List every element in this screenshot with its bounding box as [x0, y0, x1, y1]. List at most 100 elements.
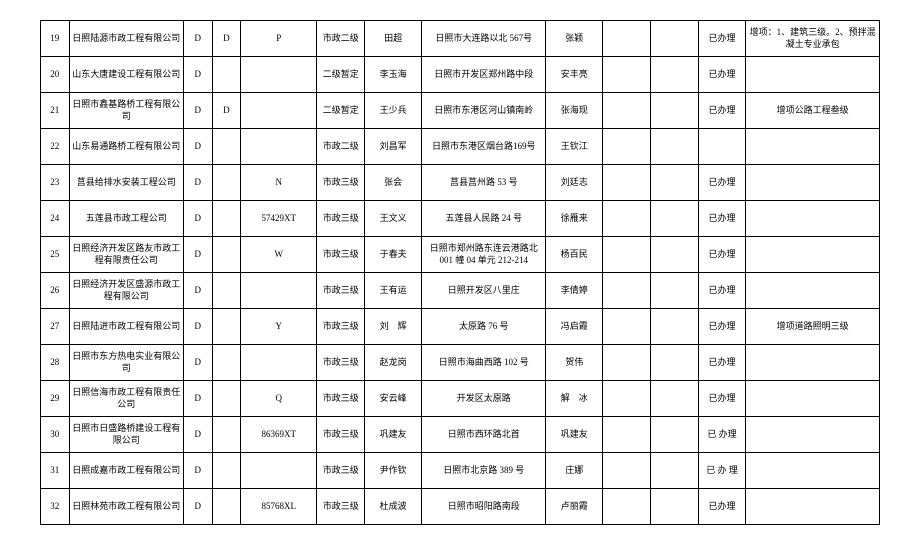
table-cell — [746, 381, 880, 417]
table-cell — [746, 165, 880, 201]
table-cell — [603, 57, 651, 93]
table-cell — [651, 345, 699, 381]
table-cell: 86369XT — [241, 417, 317, 453]
table-cell — [212, 165, 241, 201]
table-row: 25日照经济开发区路友市政工程有限责任公司DW市政三级于春夫日照市郑州路东连云港… — [41, 237, 880, 273]
table-cell: 王钦江 — [546, 129, 603, 165]
table-cell: 市政三级 — [317, 417, 365, 453]
table-cell — [651, 237, 699, 273]
table-cell — [212, 345, 241, 381]
table-cell: 日照市开发区郑州路中段 — [422, 57, 546, 93]
table-row: 22山东易通路桥工程有限公司D市政二级刘昌军日照市东港区烟台路169号王钦江 — [41, 129, 880, 165]
table-cell: D — [184, 93, 213, 129]
table-cell — [746, 273, 880, 309]
table-cell: 日照市大连路以北 567号 — [422, 21, 546, 57]
table-cell — [212, 273, 241, 309]
table-cell — [603, 309, 651, 345]
table-cell: 日照市东方热电实业有限公司 — [69, 345, 183, 381]
table-cell: 市政三级 — [317, 201, 365, 237]
table-cell — [241, 57, 317, 93]
data-table: 19日照陆源市政工程有限公司DDP市政二级田超日照市大连路以北 567号张颖已办… — [40, 20, 880, 525]
table-cell — [651, 453, 699, 489]
table-cell — [746, 417, 880, 453]
table-cell — [746, 345, 880, 381]
table-cell — [603, 417, 651, 453]
table-cell: 已办理 — [698, 165, 746, 201]
table-cell: D — [184, 165, 213, 201]
table-cell: 山东大唐建设工程有限公司 — [69, 57, 183, 93]
table-cell: 日照陆进市政工程有限公司 — [69, 309, 183, 345]
table-cell: 市政三级 — [317, 237, 365, 273]
table-cell: 杨百民 — [546, 237, 603, 273]
table-cell — [603, 237, 651, 273]
table-cell: 25 — [41, 237, 70, 273]
table-row: 19日照陆源市政工程有限公司DDP市政二级田超日照市大连路以北 567号张颖已办… — [41, 21, 880, 57]
table-cell — [651, 129, 699, 165]
table-cell — [651, 417, 699, 453]
table-cell: 王少兵 — [365, 93, 422, 129]
table-cell — [603, 453, 651, 489]
table-cell: 二级暂定 — [317, 93, 365, 129]
table-cell: 市政二级 — [317, 21, 365, 57]
table-cell — [212, 453, 241, 489]
table-cell: 刘 辉 — [365, 309, 422, 345]
table-cell: 27 — [41, 309, 70, 345]
table-cell: 赵龙岗 — [365, 345, 422, 381]
table-row: 23莒县给排水安装工程公司DN市政三级张会莒县莒州路 53 号刘廷志已办理 — [41, 165, 880, 201]
table-cell: 安云峰 — [365, 381, 422, 417]
table-cell: 李玉海 — [365, 57, 422, 93]
table-cell: 庄娜 — [546, 453, 603, 489]
table-cell: 增项：1、建筑三级。2、预拌混凝土专业承包 — [746, 21, 880, 57]
table-cell: 日照市鑫基路桥工程有限公司 — [69, 93, 183, 129]
table-cell: 尹作钦 — [365, 453, 422, 489]
table-cell: 刘廷志 — [546, 165, 603, 201]
table-cell: 已办理 — [698, 381, 746, 417]
table-cell: 日照开发区八里庄 — [422, 273, 546, 309]
table-cell: 已办理 — [698, 21, 746, 57]
table-cell — [212, 417, 241, 453]
table-cell: D — [184, 345, 213, 381]
table-cell: 市政三级 — [317, 381, 365, 417]
table-cell: 市政三级 — [317, 453, 365, 489]
table-cell: 增项公路工程叁级 — [746, 93, 880, 129]
table-cell — [241, 129, 317, 165]
table-cell: D — [184, 309, 213, 345]
table-cell: 日照市海曲西路 102 号 — [422, 345, 546, 381]
table-cell: D — [184, 489, 213, 525]
table-cell — [651, 309, 699, 345]
table-cell: 已办理 — [698, 489, 746, 525]
table-cell — [651, 273, 699, 309]
table-cell: 已办理 — [698, 309, 746, 345]
table-cell: 已办理 — [698, 201, 746, 237]
table-cell: N — [241, 165, 317, 201]
table-cell: P — [241, 21, 317, 57]
table-cell — [603, 345, 651, 381]
table-cell: 太原路 76 号 — [422, 309, 546, 345]
table-cell — [212, 129, 241, 165]
table-cell: 日照市东港区烟台路169号 — [422, 129, 546, 165]
table-cell: 王有运 — [365, 273, 422, 309]
table-cell — [746, 129, 880, 165]
table-cell: 莒县莒州路 53 号 — [422, 165, 546, 201]
table-row: 28日照市东方热电实业有限公司D市政三级赵龙岗日照市海曲西路 102 号贺伟已办… — [41, 345, 880, 381]
table-cell: D — [184, 417, 213, 453]
table-cell: D — [184, 381, 213, 417]
table-cell: 日照成嘉市政工程有限公司 — [69, 453, 183, 489]
table-cell: 增项道路照明三级 — [746, 309, 880, 345]
table-cell — [212, 57, 241, 93]
table-row: 24五莲县市政工程公司D57429XT市政三级王文义五莲县人民路 24 号徐雁来… — [41, 201, 880, 237]
table-cell: 安丰亮 — [546, 57, 603, 93]
table-cell — [212, 237, 241, 273]
table-cell: 24 — [41, 201, 70, 237]
table-cell — [651, 165, 699, 201]
table-cell: 市政三级 — [317, 165, 365, 201]
table-cell: D — [184, 237, 213, 273]
table-cell: 已办理 — [698, 345, 746, 381]
table-cell: 市政三级 — [317, 345, 365, 381]
table-cell: 20 — [41, 57, 70, 93]
table-cell: Q — [241, 381, 317, 417]
table-cell — [212, 309, 241, 345]
table-cell: 日照信海市政工程有限责任公司 — [69, 381, 183, 417]
table-cell — [746, 201, 880, 237]
table-cell — [651, 381, 699, 417]
